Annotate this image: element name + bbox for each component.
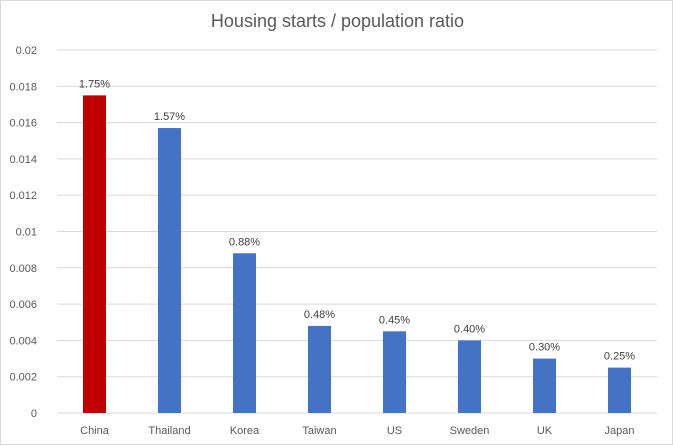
- chart-title: Housing starts / population ratio: [210, 11, 465, 31]
- data-label: 0.88%: [229, 236, 260, 248]
- y-tick-label: 0.018: [9, 81, 37, 93]
- x-category-label: US: [387, 425, 402, 437]
- y-tick-label: 0: [31, 408, 37, 420]
- y-tick-label: 0.004: [9, 335, 37, 347]
- y-tick-label: 0.012: [9, 190, 37, 202]
- y-tick-label: 0.02: [16, 45, 37, 57]
- x-category-label: Sweden: [450, 425, 490, 437]
- bar-us: [383, 331, 406, 413]
- data-label: 0.48%: [304, 309, 335, 321]
- bar-taiwan: [308, 325, 331, 413]
- y-tick-label: 0.002: [9, 372, 37, 384]
- x-category-label: UK: [537, 425, 553, 437]
- bar-thailand: [158, 128, 181, 414]
- x-category-label: Japan: [605, 425, 635, 437]
- bar-china: [83, 95, 106, 413]
- x-category-label: China: [80, 425, 110, 437]
- data-label: 0.40%: [454, 323, 485, 335]
- bar-korea: [233, 253, 256, 413]
- y-tick-label: 0.016: [9, 118, 37, 130]
- x-category-label: Korea: [230, 425, 260, 437]
- y-tick-label: 0.008: [9, 263, 37, 275]
- data-label: 0.45%: [379, 314, 410, 326]
- bar-sweden: [458, 340, 481, 413]
- y-tick-label: 0.006: [9, 299, 37, 311]
- x-category-label: Thailand: [148, 425, 190, 437]
- bar-japan: [608, 367, 631, 413]
- x-category-label: Taiwan: [302, 425, 336, 437]
- y-tick-label: 0.01: [16, 227, 37, 239]
- data-label: 1.57%: [154, 111, 185, 123]
- data-label: 1.75%: [79, 78, 110, 90]
- data-label: 0.25%: [604, 351, 635, 363]
- data-label: 0.30%: [529, 342, 560, 354]
- bar-uk: [533, 358, 556, 413]
- y-tick-label: 0.014: [9, 154, 37, 166]
